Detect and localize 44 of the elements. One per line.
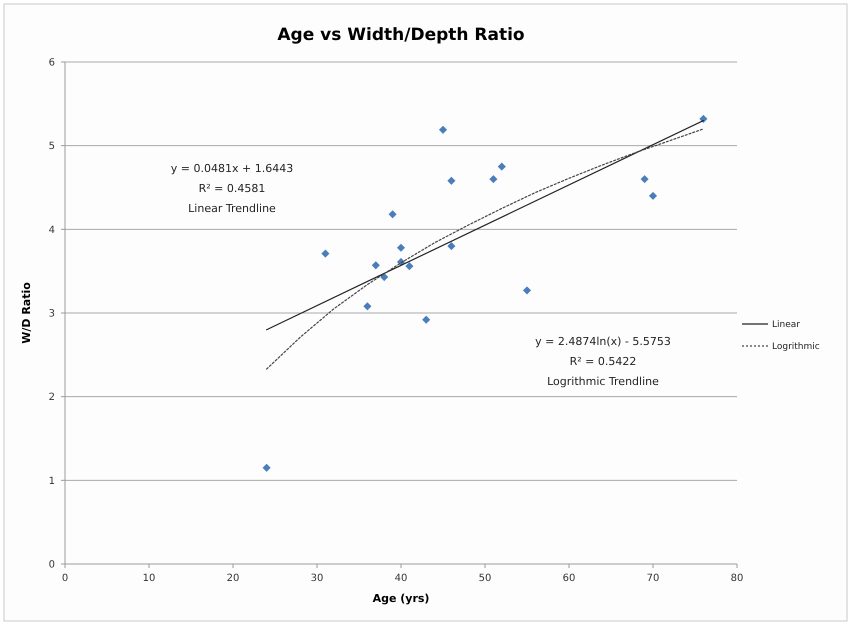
y-tick-label: 4: [48, 224, 55, 236]
x-tick-label: 30: [310, 573, 324, 584]
x-tick-label: 70: [646, 573, 660, 584]
x-tick-label: 20: [226, 573, 240, 584]
point: [321, 250, 330, 258]
point: [447, 176, 456, 185]
x-tick-label: 80: [730, 573, 744, 584]
annotation: y = 0.0481x + 1.6443: [170, 162, 294, 175]
chart-title: Age vs Width/Depth Ratio: [277, 25, 525, 45]
x-tick-label: 50: [478, 573, 492, 584]
point: [388, 210, 397, 218]
y-tick-label: 5: [48, 141, 55, 152]
annotation: Logrithmic Trendline: [547, 375, 660, 388]
point: [405, 262, 414, 270]
point: [648, 192, 658, 200]
y-tick-label: 0: [48, 560, 55, 570]
point: [372, 261, 380, 270]
point: [447, 242, 456, 250]
annotation: y = 2.4874ln(x) - 5.5753: [535, 335, 671, 348]
y-tick-label: 1: [48, 476, 55, 487]
point: [262, 464, 271, 472]
x-axis-title: Age (yrs): [372, 592, 430, 605]
x-tick-label: 10: [142, 573, 156, 584]
x-tick-label: 0: [62, 573, 68, 584]
point: [363, 302, 372, 310]
y-tick-label: 3: [48, 308, 55, 320]
legend-label: Linear: [772, 320, 800, 330]
point: [699, 114, 708, 123]
annotation: R² = 0.4581: [198, 182, 266, 195]
point: [422, 316, 430, 324]
point: [489, 175, 498, 184]
point: [640, 175, 649, 184]
y-tick-label: 2: [48, 392, 55, 404]
legend-label: Logrithmic: [772, 342, 820, 352]
point: [438, 126, 448, 134]
x-tick-label: 60: [562, 573, 576, 584]
point: [522, 286, 532, 294]
y-axis-title: W/D Ratio: [20, 282, 33, 344]
y-tick-label: 6: [48, 58, 55, 68]
point: [396, 244, 406, 252]
point: [498, 162, 506, 171]
annotation: Linear Trendline: [188, 202, 276, 215]
x-tick-label: 40: [394, 573, 408, 584]
annotation: R² = 0.5422: [570, 355, 636, 368]
